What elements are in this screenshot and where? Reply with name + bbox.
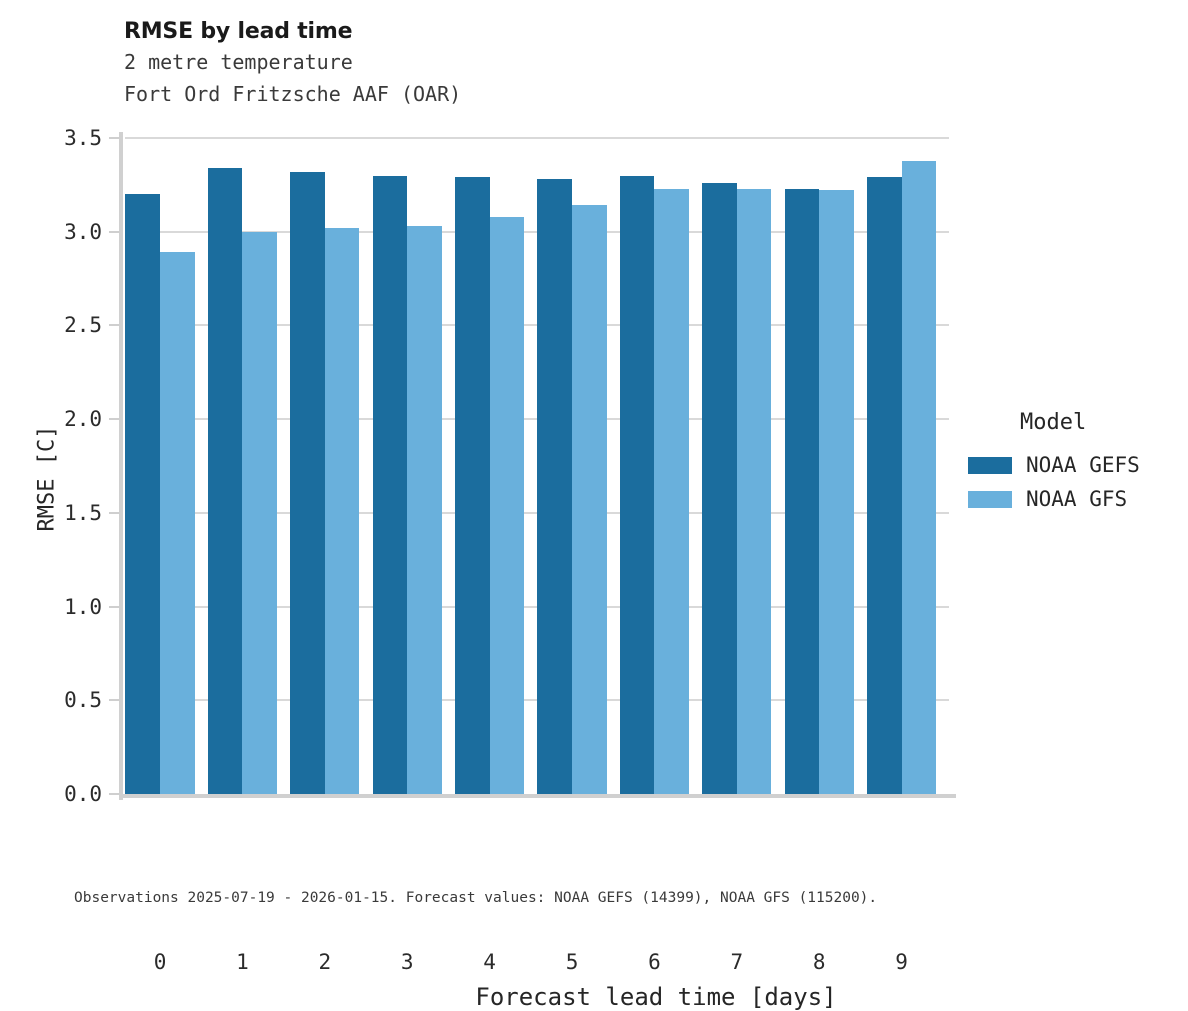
x-axis-tick-label: 1: [236, 950, 249, 974]
y-axis-tick: [109, 418, 120, 421]
legend-entries: NOAA GEFS NOAA GFS: [968, 448, 1183, 516]
bar: [901, 160, 937, 794]
bar: [324, 227, 360, 794]
bar: [784, 188, 820, 794]
x-axis-tick-label: 9: [895, 950, 908, 974]
legend-swatch: [968, 456, 1012, 474]
x-axis-tick-label: 0: [153, 950, 167, 974]
gridline: [125, 230, 949, 233]
bar: [489, 216, 525, 794]
bar: [160, 252, 195, 794]
bar: [619, 175, 655, 794]
legend-item[interactable]: NOAA GFS: [968, 482, 1183, 516]
bar: [290, 171, 325, 794]
bar: [537, 179, 572, 794]
y-axis-tick: [109, 793, 120, 795]
x-axis-tick-label: 2: [318, 950, 332, 974]
y-axis-tick: [109, 137, 120, 139]
legend-item[interactable]: NOAA GEFS: [968, 448, 1183, 482]
bar: [867, 177, 902, 794]
gridline: [125, 511, 949, 514]
legend-swatch: [968, 490, 1012, 508]
x-axis-tick-label: 7: [730, 950, 744, 974]
bar: [455, 177, 490, 794]
x-axis-tick-label: 3: [400, 950, 414, 974]
bar: [654, 188, 689, 794]
chart-subtitle-variable: 2 metre temperature: [124, 50, 353, 74]
bar: [572, 205, 607, 794]
y-axis-tick-label: 1.0: [64, 594, 102, 619]
y-axis-tick-label: 0.0: [64, 782, 102, 806]
bar: [125, 194, 160, 794]
chart-subtitle-station: Fort Ord Fritzsche AAF (OAR): [124, 82, 462, 106]
bar: [702, 182, 737, 794]
x-axis-tick-label: 4: [483, 950, 496, 974]
gridline: [125, 699, 949, 702]
legend-label: NOAA GEFS: [1026, 453, 1140, 477]
y-axis-tick: [109, 699, 120, 702]
x-axis-tick-label: 5: [565, 950, 579, 974]
x-axis-line: [120, 794, 956, 798]
legend-label: NOAA GFS: [1026, 487, 1128, 511]
y-axis-title: RMSE [C]: [34, 425, 60, 532]
bar: [407, 226, 442, 794]
bar: [819, 190, 854, 794]
x-axis-tick-label: 8: [812, 950, 826, 974]
y-axis-tick-label: 3.0: [64, 219, 102, 244]
y-axis-tick-label: 0.5: [64, 688, 102, 713]
footer-note: Observations 2025-07-19 - 2026-01-15. Fo…: [74, 890, 878, 906]
x-axis-title: Forecast lead time [days]: [475, 983, 837, 1011]
y-axis-tick-label: 3.5: [64, 126, 102, 150]
plot-frame: [119, 132, 956, 800]
y-axis-tick: [109, 605, 120, 608]
x-axis-tick-label: 6: [648, 950, 661, 974]
bar: [207, 168, 243, 794]
title-block: RMSE by lead time 2 metre temperature Fo…: [124, 18, 944, 110]
bar: [242, 231, 277, 794]
y-axis-tick: [109, 230, 120, 233]
gridline: [125, 418, 949, 421]
y-axis-line: [119, 132, 123, 800]
y-axis-tick: [109, 511, 120, 514]
plot-area: 0.0 0.5 1.0 1.5 2.0 2.5 3.0 3.5 0 1 2 3 4 5 6 7 8 9 RMSE…: [35, 128, 956, 1011]
legend-title: Model: [1020, 410, 1087, 435]
chart-title: RMSE by lead time: [124, 19, 353, 44]
bar: [372, 175, 408, 794]
gridline: [125, 605, 949, 608]
bar: [736, 188, 772, 794]
gridline: [125, 137, 949, 139]
y-axis-tick: [109, 324, 120, 327]
y-axis-tick-label: 1.5: [64, 500, 102, 525]
gridline: [125, 324, 949, 327]
y-axis-tick-label: 2.0: [64, 407, 102, 432]
y-axis-tick-label: 2.5: [64, 313, 102, 338]
legend: Model NOAA GEFS NOAA GFS: [968, 410, 1183, 516]
